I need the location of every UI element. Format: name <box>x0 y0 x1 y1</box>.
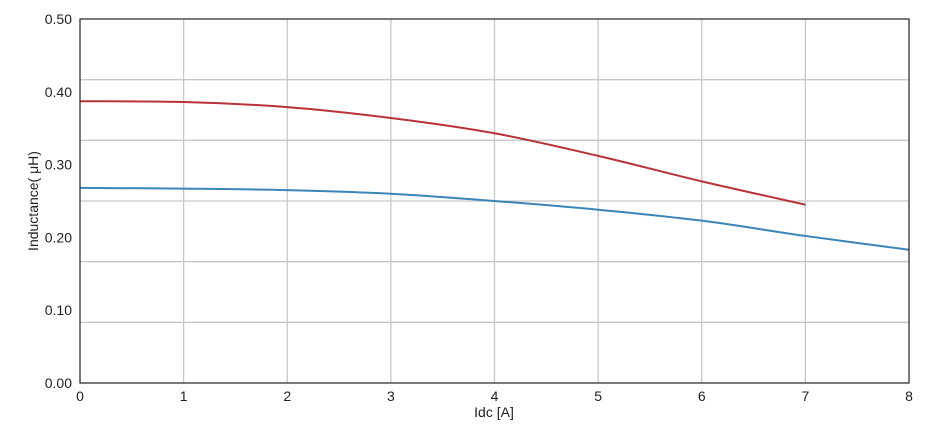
y-axis-label: Inductance( μH) <box>25 151 41 251</box>
y-tick-label: 0.40 <box>45 84 72 100</box>
x-tick-label: 3 <box>387 388 395 404</box>
y-tick-label: 0.30 <box>45 157 72 173</box>
x-tick-label: 0 <box>76 388 84 404</box>
x-tick-label: 2 <box>283 388 291 404</box>
y-tick-label: 0.50 <box>45 11 72 27</box>
x-tick-label: 5 <box>594 388 602 404</box>
y-tick-label: 0.20 <box>45 229 72 245</box>
y-tick-label: 0.10 <box>45 302 72 318</box>
x-tick-labels: 0 1 2 3 4 5 6 7 8 <box>76 388 913 404</box>
series-line-1 <box>79 100 806 206</box>
x-tick-label: 7 <box>801 388 809 404</box>
series-group <box>79 100 910 251</box>
y-tick-label: 0.00 <box>45 375 72 391</box>
x-axis-label: Idc [A] <box>474 404 514 420</box>
series-line-2 <box>79 186 910 251</box>
y-tick-labels: 0.00 0.10 0.20 0.30 0.40 0.50 <box>45 11 72 391</box>
grid <box>80 19 909 383</box>
x-tick-label: 6 <box>698 388 706 404</box>
x-tick-label: 4 <box>491 388 499 404</box>
x-tick-label: 8 <box>905 388 913 404</box>
x-tick-label: 1 <box>180 388 188 404</box>
plot-frame <box>79 18 910 384</box>
